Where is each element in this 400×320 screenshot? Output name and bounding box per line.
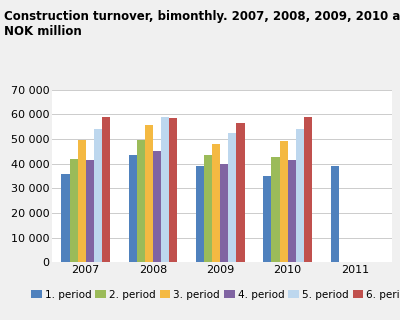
Legend: 1. period, 2. period, 3. period, 4. period, 5. period, 6. period: 1. period, 2. period, 3. period, 4. peri…: [31, 290, 400, 300]
Bar: [236, 123, 244, 262]
Bar: [304, 117, 312, 262]
Bar: [129, 155, 137, 262]
Bar: [161, 117, 169, 262]
Bar: [145, 125, 153, 262]
Bar: [196, 166, 204, 262]
Bar: [78, 140, 86, 262]
Bar: [331, 166, 339, 262]
Bar: [228, 133, 236, 262]
Text: Construction turnover, bimonthly. 2007, 2008, 2009, 2010 and 2011.
NOK million: Construction turnover, bimonthly. 2007, …: [4, 10, 400, 38]
Bar: [288, 160, 296, 262]
Bar: [212, 144, 220, 262]
Bar: [94, 129, 102, 262]
Bar: [264, 176, 272, 262]
Bar: [86, 160, 94, 262]
Bar: [220, 164, 228, 262]
Bar: [70, 159, 78, 262]
Bar: [204, 155, 212, 262]
Bar: [102, 117, 110, 262]
Bar: [169, 118, 177, 262]
Bar: [62, 173, 70, 262]
Bar: [272, 157, 280, 262]
Bar: [137, 140, 145, 262]
Bar: [153, 151, 161, 262]
Bar: [296, 129, 304, 262]
Bar: [280, 141, 288, 262]
